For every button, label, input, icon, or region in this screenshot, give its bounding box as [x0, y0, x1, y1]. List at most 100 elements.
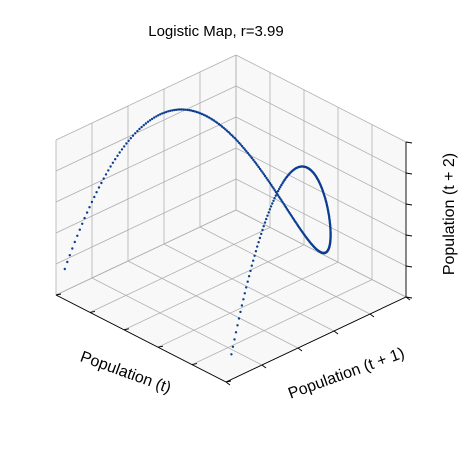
data-point	[93, 195, 96, 199]
data-point	[242, 298, 245, 301]
data-point	[268, 208, 272, 211]
data-point	[134, 132, 137, 135]
data-point	[219, 124, 222, 127]
grid-line	[55, 147, 237, 234]
data-point	[233, 338, 236, 341]
data-point	[247, 275, 251, 278]
data-point	[245, 286, 248, 289]
data-point	[275, 192, 279, 195]
data-point	[280, 199, 283, 202]
data-point	[102, 177, 105, 180]
data-point	[231, 345, 235, 348]
grid-line	[235, 116, 407, 205]
x-axis-tick	[225, 380, 232, 383]
pane-xy	[56, 210, 406, 382]
data-point	[209, 117, 212, 120]
data-point	[265, 217, 268, 221]
x-axis-tick	[191, 363, 198, 366]
data-point	[234, 331, 238, 334]
data-point	[165, 110, 168, 114]
data-point	[125, 142, 128, 145]
pane-yz	[236, 55, 406, 297]
data-point	[256, 245, 259, 248]
data-point	[73, 240, 77, 244]
data-point	[249, 269, 252, 273]
data-point	[278, 187, 281, 191]
data-point	[273, 189, 276, 192]
grid-line	[89, 227, 271, 313]
data-point	[258, 167, 262, 171]
data-point	[76, 234, 79, 237]
data-point	[269, 205, 273, 208]
z-axis-tick	[405, 203, 413, 206]
data-point	[90, 200, 94, 204]
data-point	[97, 186, 101, 189]
data-point	[277, 194, 280, 197]
data-point	[123, 145, 126, 148]
grid-line	[235, 54, 407, 143]
data-point	[150, 117, 154, 121]
data-point	[274, 194, 277, 197]
grid-line	[199, 226, 371, 315]
y-axis-tick	[261, 364, 267, 369]
y-axis-label: Population (t + 1)	[286, 345, 407, 403]
grid-line	[55, 116, 237, 203]
z-axis-tick	[405, 172, 413, 175]
data-point	[272, 199, 275, 202]
data-point	[273, 197, 276, 200]
data-point	[85, 211, 89, 214]
data-point	[246, 151, 249, 155]
data-point	[243, 148, 247, 151]
data-point	[198, 112, 202, 115]
y-axis-tick	[225, 381, 231, 386]
data-point	[245, 150, 248, 153]
data-point	[260, 169, 263, 172]
data-point	[272, 187, 275, 190]
z-axis-tick	[405, 234, 413, 237]
data-point	[100, 181, 103, 185]
data-point	[240, 145, 244, 148]
data-point	[131, 134, 135, 137]
data-point	[174, 108, 178, 112]
grid-line	[91, 277, 263, 366]
data-point	[256, 164, 259, 167]
data-point	[144, 122, 148, 125]
data-point	[81, 222, 84, 225]
data-point	[109, 165, 112, 168]
data-point	[191, 109, 195, 113]
data-point	[200, 112, 204, 116]
grid-line	[191, 279, 373, 365]
data-point	[138, 127, 141, 131]
data-point	[236, 324, 239, 327]
data-point	[83, 216, 86, 220]
data-point	[263, 221, 267, 224]
data-point	[163, 111, 166, 114]
data-point	[276, 189, 280, 193]
data-point	[268, 182, 272, 185]
data-point	[228, 132, 232, 135]
grid-line	[157, 261, 339, 348]
data-point	[161, 112, 164, 115]
grid-line	[127, 260, 299, 349]
data-point	[189, 109, 193, 112]
data-point	[180, 108, 183, 111]
data-point	[153, 116, 156, 119]
data-point	[127, 139, 130, 142]
data-point	[279, 197, 282, 200]
grid-line	[163, 243, 335, 332]
data-point	[230, 353, 233, 356]
data-points	[63, 108, 332, 356]
data-point	[281, 182, 284, 185]
x-axis-line	[55, 294, 227, 383]
data-point	[188, 109, 191, 112]
pane-xz	[56, 55, 236, 295]
data-point	[224, 128, 227, 131]
data-point	[227, 130, 230, 134]
data-point	[271, 202, 274, 205]
data-point	[267, 180, 270, 183]
data-point	[178, 108, 182, 111]
x-axis-tick	[55, 293, 62, 296]
data-point	[263, 174, 267, 178]
data-point	[242, 146, 245, 150]
data-point	[212, 119, 216, 122]
